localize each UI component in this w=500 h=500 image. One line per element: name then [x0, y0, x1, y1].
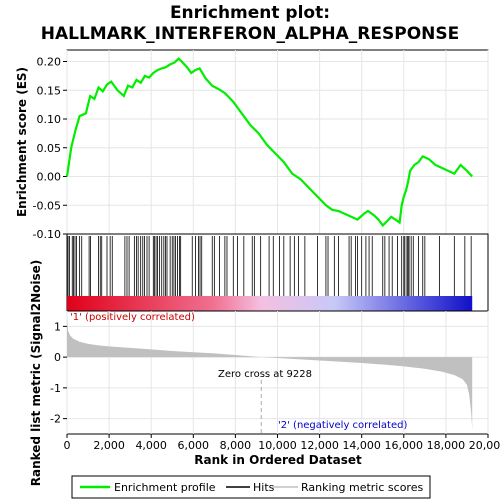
- es-y-tick-label: -0.10: [33, 228, 61, 241]
- hits-panel: [67, 236, 472, 296]
- positive-correlation-label: '1' (positively correlated): [70, 312, 195, 323]
- es-y-axis: 0.20 0.15 0.10 0.05 0.00 -0.05 -0.10: [33, 56, 67, 241]
- rank-gradient-bar: [67, 296, 473, 311]
- x-tick-label: 18,000: [427, 439, 466, 452]
- x-tick-label: 10,000: [258, 439, 297, 452]
- enrichment-profile-line: [65, 57, 474, 228]
- x-tick-label: 2,000: [93, 439, 125, 452]
- metric-y-tick-label: 0: [54, 351, 61, 364]
- legend-ranking-label: Ranking metric scores: [301, 481, 423, 494]
- x-axis: 0 2,000 4,000 6,000 8,000 10,000 12,000 14,000 1…: [64, 434, 500, 452]
- x-tick-label: 20,000: [469, 439, 500, 452]
- metric-y-tick-label: 1: [54, 320, 61, 333]
- es-y-tick-label: 0.15: [37, 84, 62, 97]
- x-tick-label: 8,000: [220, 439, 252, 452]
- es-y-tick-label: 0.20: [37, 56, 62, 69]
- legend-box: [71, 475, 431, 499]
- zero-cross-label: Zero cross at 9228: [218, 369, 312, 380]
- negative-correlation-label: '2' (negatively correlated): [278, 420, 407, 431]
- x-tick-label: 4,000: [135, 439, 167, 452]
- x-tick-label: 14,000: [342, 439, 381, 452]
- legend-enrichment-label: Enrichment profile: [114, 481, 216, 494]
- x-tick-label: 0: [64, 439, 71, 452]
- es-y-tick-label: 0.05: [37, 142, 62, 155]
- metric-y-tick-label: -2: [50, 413, 61, 426]
- es-y-tick-label: 0.10: [37, 113, 62, 126]
- metric-y-axis-label: Ranked list metric (Signal2Noise): [29, 260, 43, 487]
- x-tick-label: 16,000: [385, 439, 424, 452]
- chart-title-line2: HALLMARK_INTERFERON_ALPHA_RESPONSE: [41, 24, 460, 44]
- es-y-axis-label: Enrichment score (ES): [15, 67, 29, 217]
- x-tick-label: 6,000: [178, 439, 210, 452]
- x-axis-label: Rank in Ordered Dataset: [194, 453, 362, 467]
- x-tick-label: 12,000: [300, 439, 339, 452]
- chart-title-line1: Enrichment plot:: [170, 3, 330, 23]
- metric-y-axis: 1 0 -1 -2: [50, 320, 67, 426]
- metric-y-tick-label: -1: [50, 382, 61, 395]
- es-y-tick-label: 0.00: [37, 171, 62, 184]
- legend-hits-label: Hits: [253, 481, 275, 494]
- es-y-tick-label: -0.05: [33, 199, 61, 212]
